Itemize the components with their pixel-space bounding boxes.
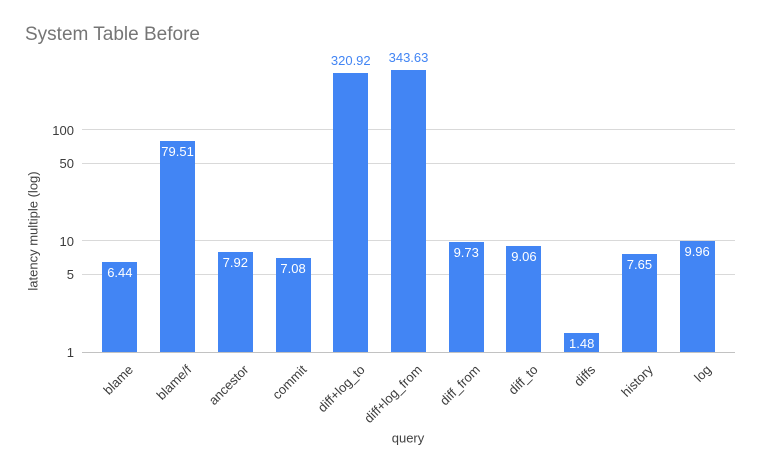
x-tick-label: commit: [269, 362, 310, 403]
y-tick-label: 10: [59, 233, 74, 249]
bar-value-label: 7.08: [280, 260, 306, 276]
y-axis-title: latency multiple (log): [25, 171, 41, 291]
plot-area: 1 5 10 50 100 6.44 blame 79.51 blame/f 7.92 ancest…: [52, 50, 735, 426]
bar-value-label: 9.06: [511, 248, 537, 264]
y-tick-label: 5: [66, 267, 74, 283]
bar[interactable]: [160, 140, 196, 352]
bar-value-label: 9.96: [684, 244, 710, 260]
x-tick-label: diff_from: [436, 362, 483, 409]
bar[interactable]: [333, 73, 369, 352]
gridline: [82, 351, 735, 353]
bar-value-label: 7.65: [626, 256, 653, 272]
bar-value-label: 79.51: [161, 143, 194, 159]
x-tick-label: diffs: [570, 362, 599, 390]
bar-value-label: 320.92: [330, 53, 371, 69]
bar-value-label: 1.48: [569, 336, 595, 352]
bar[interactable]: [564, 333, 600, 352]
x-tick-label: diff+log_to: [314, 362, 368, 416]
bar[interactable]: [391, 70, 426, 352]
x-tick-label: diff_to: [505, 362, 541, 398]
x-tick-label: blame: [100, 362, 137, 398]
bar-value-label: 6.44: [107, 265, 133, 281]
bar-value-label: 7.92: [222, 255, 248, 271]
bar-value-label: 343.63: [388, 50, 429, 66]
y-tick-label: 100: [52, 122, 74, 138]
y-tick-label: 1: [66, 345, 74, 360]
bar[interactable]: [217, 252, 253, 352]
x-tick-label: history: [618, 362, 657, 400]
bar[interactable]: [102, 262, 138, 352]
bar[interactable]: [679, 241, 715, 352]
bar[interactable]: [621, 253, 657, 352]
x-tick-label: ancestor: [206, 362, 252, 408]
bar[interactable]: [275, 257, 311, 352]
x-axis-title: query: [391, 430, 425, 446]
x-tick-label: blame/f: [153, 362, 195, 403]
chart-title: System Table Before: [25, 24, 200, 45]
x-tick-label: log: [690, 362, 714, 385]
bar[interactable]: [506, 245, 542, 352]
x-tick-label: diff+log_from: [361, 362, 426, 426]
bar-value-label: 9.73: [453, 245, 479, 261]
bar[interactable]: [448, 242, 484, 352]
y-tick-label: 50: [59, 156, 74, 172]
